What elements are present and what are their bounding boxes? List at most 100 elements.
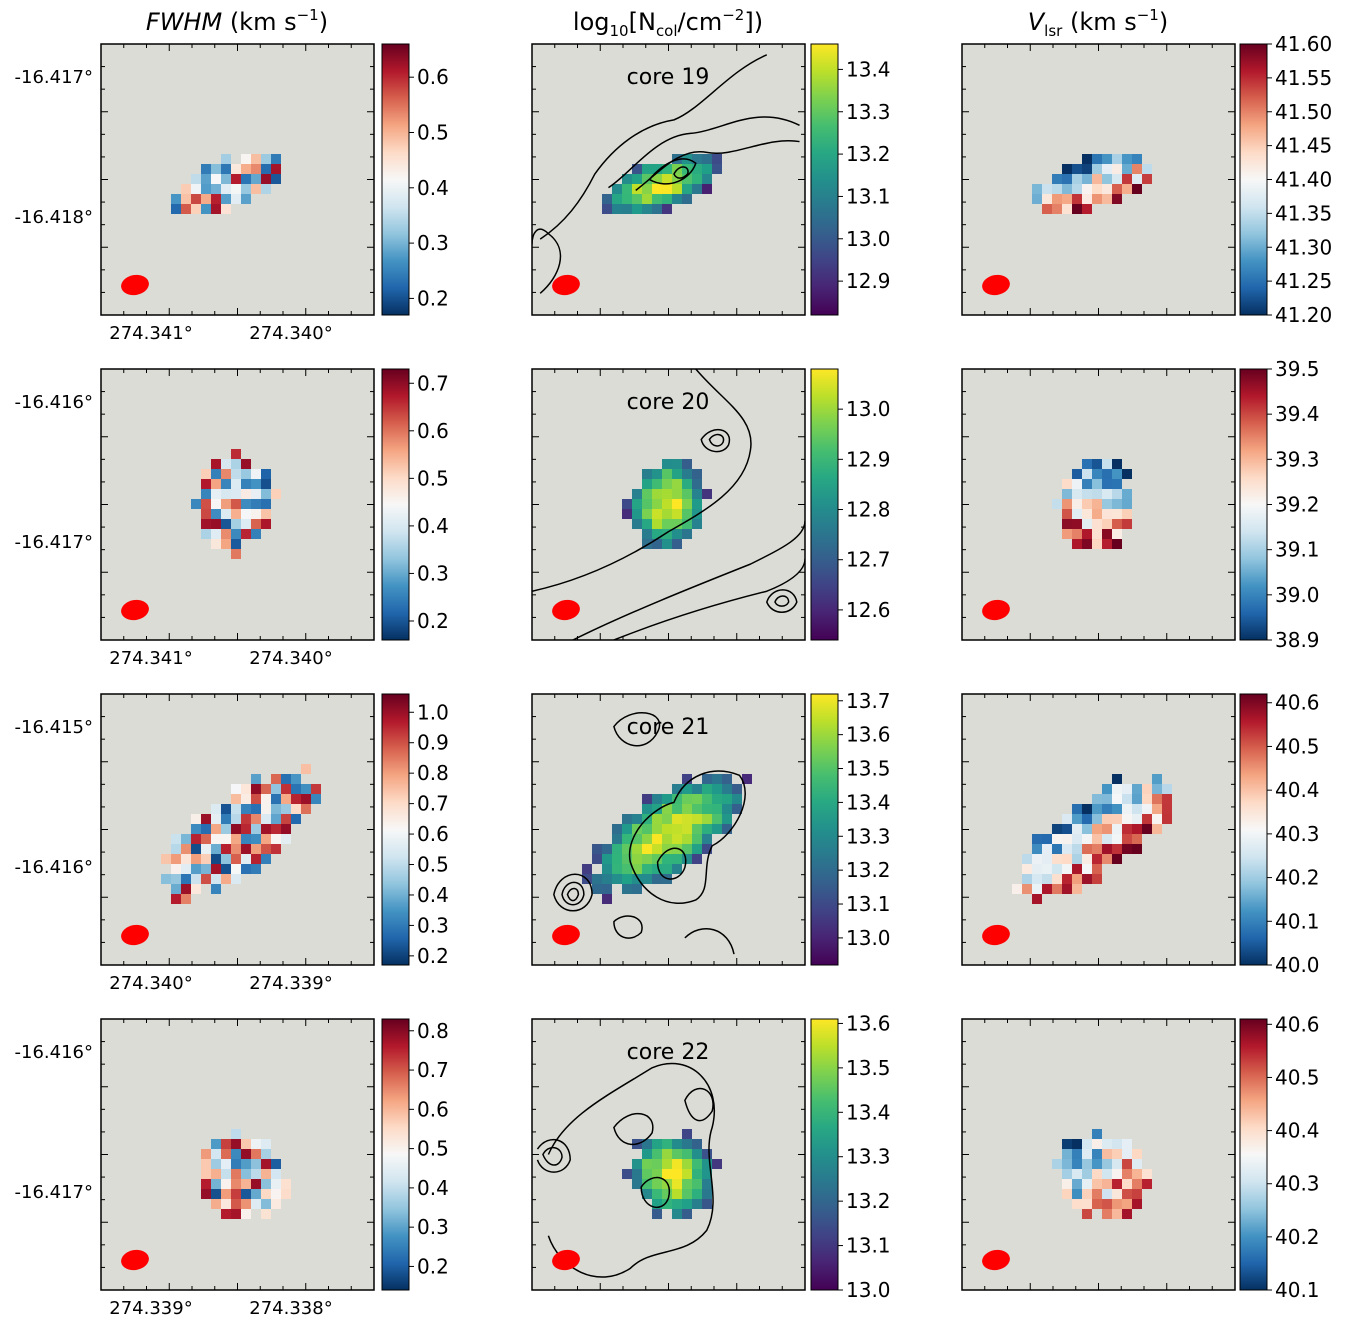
map-pixel xyxy=(241,459,251,469)
map-pixel xyxy=(1082,824,1092,834)
map-pixel xyxy=(231,489,241,499)
map-pixel xyxy=(251,1169,261,1179)
map-pixel xyxy=(692,1199,702,1209)
map-pixel xyxy=(632,1159,642,1169)
map-pixel xyxy=(692,804,702,814)
map-pixel xyxy=(291,794,301,804)
map-pixel xyxy=(702,489,712,499)
colorbar xyxy=(810,1018,839,1291)
colorbar xyxy=(381,1018,410,1291)
map-pixel xyxy=(1102,154,1112,164)
map-pixel xyxy=(1112,459,1122,469)
map-pixel xyxy=(1072,1149,1082,1159)
map-pixel xyxy=(1132,174,1142,184)
map-pixel xyxy=(1032,844,1042,854)
map-pixel xyxy=(1112,854,1122,864)
map-pixel xyxy=(221,469,231,479)
colorbar-tick-label: 13.4 xyxy=(846,1100,891,1124)
map-pixel xyxy=(662,814,672,824)
map-pixel xyxy=(652,834,662,844)
map-pixel xyxy=(1042,194,1052,204)
map-pixel xyxy=(1032,834,1042,844)
map-pixel xyxy=(281,794,291,804)
map-pixel xyxy=(682,194,692,204)
map-pixel xyxy=(241,864,251,874)
map-pixel xyxy=(231,1159,241,1169)
map-panel: 40.0 40.1 40.2 40.3 40.4 40.5 40.6 xyxy=(961,691,1320,977)
map-pixel xyxy=(682,509,692,519)
colorbar-tick-label: 13.2 xyxy=(846,858,891,882)
map-pixel xyxy=(672,184,682,194)
map-pixel xyxy=(271,164,281,174)
map-pixel xyxy=(271,834,281,844)
colorbar-tick-label: 0.3 xyxy=(417,1215,449,1239)
map-pixel xyxy=(1082,1169,1092,1179)
map-pixel xyxy=(231,1169,241,1179)
map-pixel xyxy=(251,1179,261,1189)
map-pixel xyxy=(1022,854,1032,864)
map-pixel xyxy=(1062,529,1072,539)
map-pixel xyxy=(231,549,241,559)
map-pixel xyxy=(1112,1209,1122,1219)
map-pixel xyxy=(1132,804,1142,814)
colorbar-tick-label: 1.0 xyxy=(417,700,449,724)
map-pixel xyxy=(1112,1179,1122,1189)
map-pixel xyxy=(251,519,261,529)
map-pixel xyxy=(642,204,652,214)
map-pixel xyxy=(241,479,251,489)
map-pixel xyxy=(161,874,171,884)
map-pixel xyxy=(301,784,311,794)
map-pixel xyxy=(201,499,211,509)
map-pixel xyxy=(722,824,732,834)
map-pixel xyxy=(692,1139,702,1149)
map-pixel xyxy=(1122,184,1132,194)
map-pixel xyxy=(251,824,261,834)
colorbar-tick-label: 13.3 xyxy=(846,100,891,124)
map-pixel xyxy=(261,1169,271,1179)
map-panel: 38.9 39.0 39.1 39.2 39.3 39.4 39.5 xyxy=(961,357,1320,652)
map-pixel xyxy=(221,519,231,529)
colorbar xyxy=(1239,368,1268,641)
map-pixel xyxy=(211,804,221,814)
map-pixel xyxy=(271,1159,281,1169)
map-pixel xyxy=(652,844,662,854)
map-pixel xyxy=(1102,1159,1112,1169)
colorbar-tick-label: 41.50 xyxy=(1275,100,1332,124)
map-pixel xyxy=(632,174,642,184)
map-pixel xyxy=(211,884,221,894)
map-pixel xyxy=(702,1179,712,1189)
map-pixel xyxy=(231,174,241,184)
map-pixel xyxy=(1092,1139,1102,1149)
map-pixel xyxy=(231,814,241,824)
map-pixel xyxy=(261,814,271,824)
map-pixel xyxy=(1032,194,1042,204)
map-pixel xyxy=(1122,1189,1132,1199)
map-pixel xyxy=(201,469,211,479)
map-pixel xyxy=(1092,804,1102,814)
map-pixel xyxy=(692,844,702,854)
map-pixel xyxy=(1102,1189,1112,1199)
map-pixel xyxy=(241,804,251,814)
map-pixel xyxy=(1132,824,1142,834)
map-pixel xyxy=(1092,834,1102,844)
map-pixel xyxy=(1072,184,1082,194)
contour-line xyxy=(540,55,767,239)
colorbar-tick-label: 39.1 xyxy=(1275,538,1320,562)
contour-line xyxy=(636,141,800,191)
map-pixel xyxy=(211,874,221,884)
map-pixel xyxy=(211,1139,221,1149)
colorbar-tick-label: 0.7 xyxy=(417,1058,449,1082)
map-pixel xyxy=(702,794,712,804)
map-pixel xyxy=(642,174,652,184)
map-pixel xyxy=(201,489,211,499)
ra-tick-label: 274.339° xyxy=(249,973,332,994)
colorbar-tick-label: 40.0 xyxy=(1275,953,1320,977)
map-pixel xyxy=(1092,1159,1102,1169)
map-pixel xyxy=(632,1169,642,1179)
map-pixel xyxy=(662,1169,672,1179)
map-pixel xyxy=(632,834,642,844)
map-pixel xyxy=(742,774,752,784)
colorbar-tick-label: 13.2 xyxy=(846,1189,891,1213)
map-pixel xyxy=(662,1139,672,1149)
beam-ellipse xyxy=(121,274,149,296)
